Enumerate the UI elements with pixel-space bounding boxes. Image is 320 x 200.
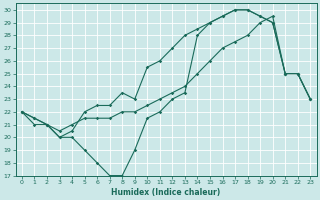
X-axis label: Humidex (Indice chaleur): Humidex (Indice chaleur) — [111, 188, 221, 197]
